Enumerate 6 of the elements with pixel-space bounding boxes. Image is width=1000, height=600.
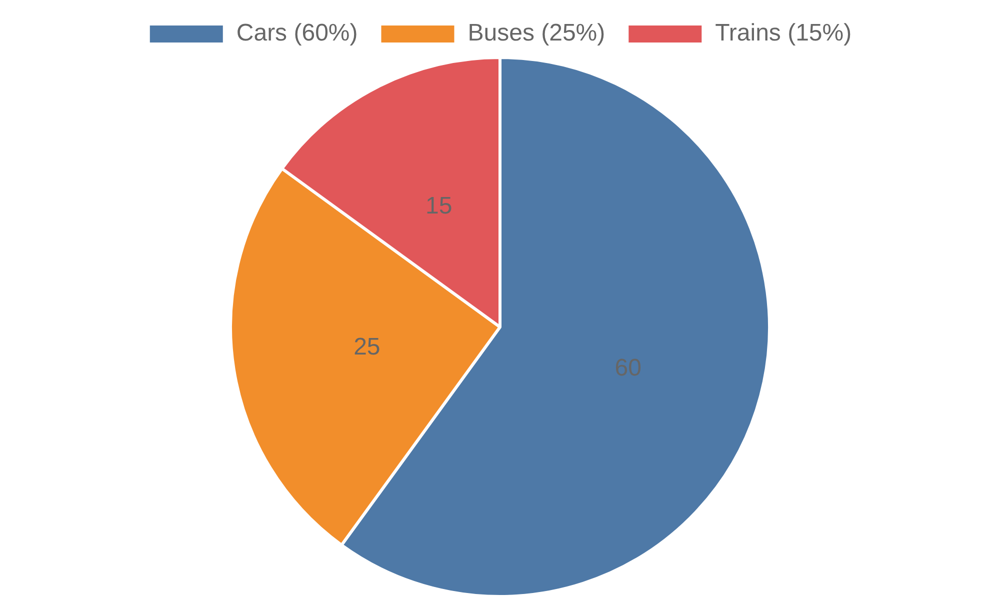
data-label: 25 (354, 334, 380, 361)
data-label: 15 (425, 192, 452, 220)
data-label: 60 (614, 354, 642, 382)
legend-label: Cars (60%) (236, 20, 358, 47)
legend-label: Trains (15%) (715, 20, 852, 47)
legend-label: Buses (25%) (468, 20, 606, 47)
